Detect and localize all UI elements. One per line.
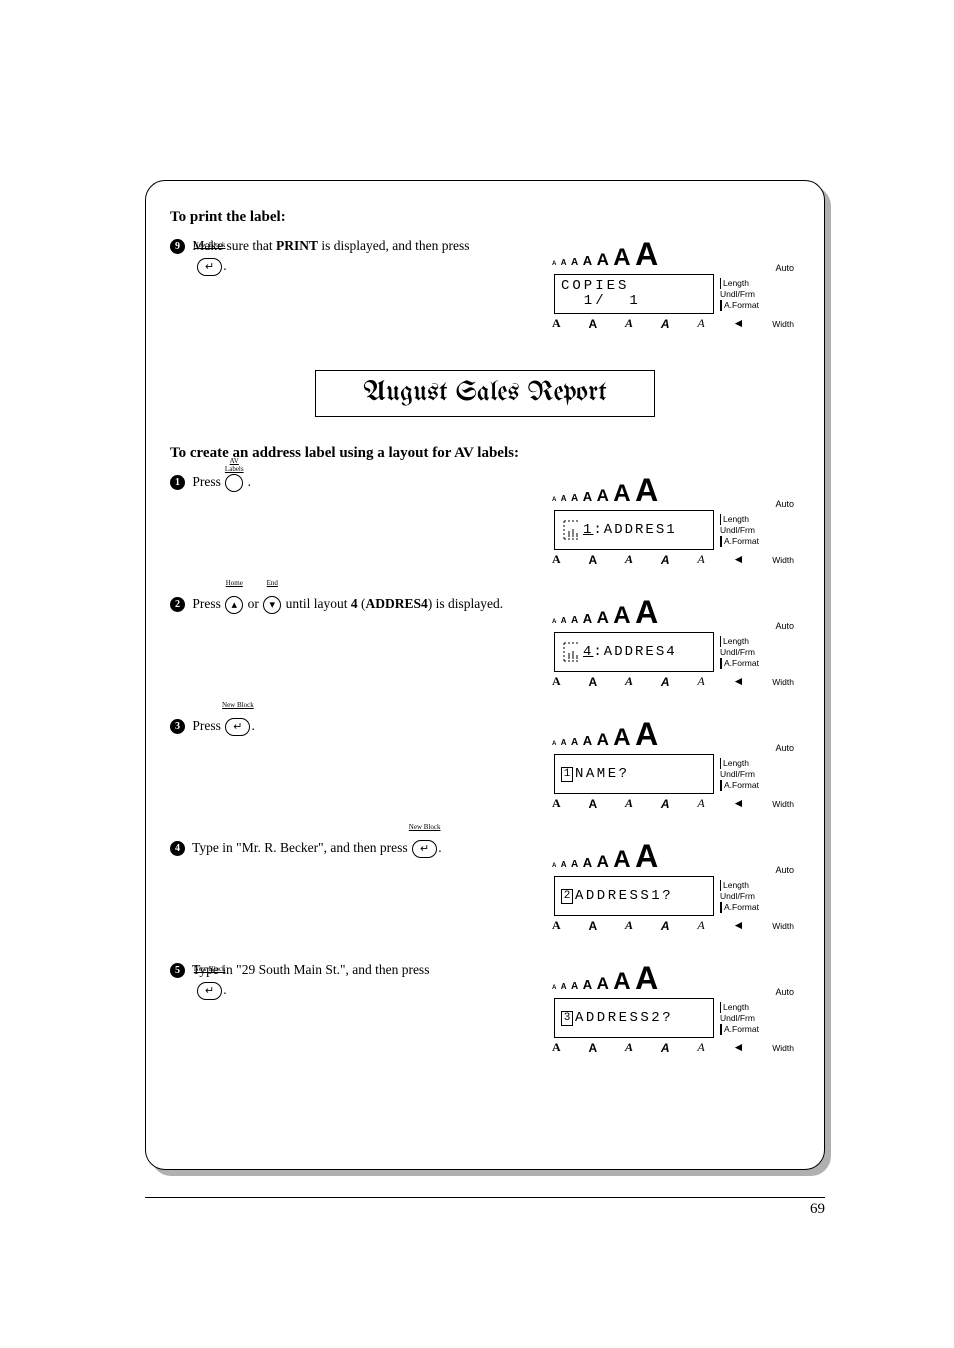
step-3-text: 3 Press New Block↵.: [170, 716, 544, 736]
lcd-screen: 3ADDRESS2?: [554, 998, 714, 1038]
enter-key: New Block ↵: [197, 258, 222, 276]
step-4-text: 4 Type in "Mr. R. Becker", and then pres…: [170, 838, 544, 858]
step-1-text: 1 Press AVLabels .: [170, 472, 544, 492]
key-btn: AVLabels: [225, 474, 243, 492]
key-btn: Home▴: [225, 596, 243, 614]
lcd-block: A A A A A A A Auto 1NAME? Length Undl/Fr…: [544, 716, 800, 811]
instruction-frame: To print the label: 9 Make sure that PRI…: [145, 180, 825, 1170]
key-btn: New Block↵: [197, 982, 222, 1000]
key-btn: End▾: [263, 596, 281, 614]
page-number: 69: [810, 1201, 825, 1217]
lcd-line2: 1/ 1: [561, 294, 707, 309]
lcd-block: A A A A A A A Auto 4 :ADDRES4 Length Und…: [544, 594, 800, 689]
lcd-screen: 2ADDRESS1?: [554, 876, 714, 916]
enter-key-label: New Block: [194, 241, 226, 249]
lcd-line1: COPIES: [561, 279, 707, 294]
step-row-1: 1 Press AVLabels . A A A A A A A Auto 1 …: [170, 472, 800, 588]
step-5-text: 5 Type in "29 South Main St.", and then …: [170, 960, 544, 1001]
lcd-side: Length Undl/Frm A.Format: [714, 274, 759, 314]
lcd-copies: A A A A A A A Auto COPIES 1/ 1 Length U: [544, 236, 800, 331]
step-9-row: 9 Make sure that PRINT is displayed, and…: [170, 236, 800, 352]
lcd-block: A A A A A A A Auto 3ADDRESS2? Length Und…: [544, 960, 800, 1055]
step-row-2: 2 Press Home▴ or End▾ until layout 4 (AD…: [170, 594, 800, 710]
lcd-block: A A A A A A A Auto 2ADDRESS1? Length Und…: [544, 838, 800, 933]
step-9-t2: is displayed, and then press: [318, 238, 469, 253]
lcd-screen: 4 :ADDRES4: [554, 632, 714, 672]
page-footer: 69: [145, 1197, 825, 1218]
key-btn: New Block↵: [412, 840, 437, 858]
size-run: A A A A A A A: [552, 236, 658, 273]
step-9-bold: PRINT: [276, 238, 318, 253]
auto-label: Auto: [775, 263, 794, 273]
step-row-3: 3 Press New Block↵. A A A A A A A Auto 1…: [170, 716, 800, 832]
step-2-text: 2 Press Home▴ or End▾ until layout 4 (AD…: [170, 594, 544, 614]
lcd-bot: AAAAA◄ Width: [544, 314, 800, 331]
step-9-period: .: [223, 258, 226, 273]
section2-heading: To create an address label using a layou…: [170, 445, 800, 462]
step-9-num: 9: [170, 239, 185, 254]
section1-heading: To print the label:: [170, 209, 800, 226]
step-row-4: 4 Type in "Mr. R. Becker", and then pres…: [170, 838, 800, 954]
key-btn: New Block↵: [225, 718, 250, 736]
lcd-screen: 1 :ADDRES1: [554, 510, 714, 550]
step-row-5: 5 Type in "29 South Main St.", and then …: [170, 960, 800, 1076]
lcd-screen: 1NAME?: [554, 754, 714, 794]
lcd-block: A A A A A A A Auto 1 :ADDRES1 Length Und…: [544, 472, 800, 567]
lcd-screen-copies: COPIES 1/ 1: [554, 274, 714, 314]
enter-glyph: ↵: [205, 261, 214, 273]
step-9-text: 9 Make sure that PRINT is displayed, and…: [170, 236, 544, 277]
label-preview: August Sales Report: [315, 370, 655, 417]
